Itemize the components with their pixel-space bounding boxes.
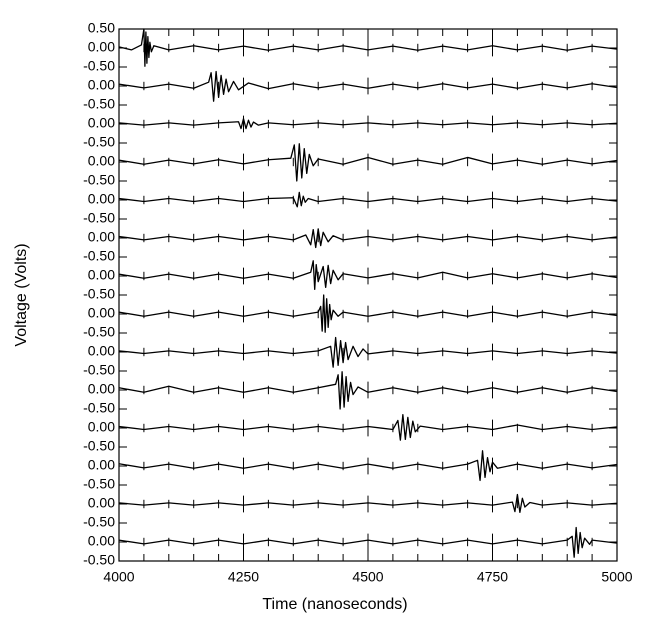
y-tick-label: -0.50 — [83, 438, 115, 454]
y-tick-label: 0.00 — [88, 495, 115, 511]
trace — [118, 228, 618, 249]
trace — [118, 70, 618, 102]
trace — [118, 191, 618, 208]
y-tick-label: 0.00 — [88, 191, 115, 207]
plot-frame — [118, 28, 618, 562]
x-tick-label: 4000 — [103, 569, 134, 585]
y-tick-label: -0.50 — [83, 248, 115, 264]
y-tick-label: 0.00 — [88, 381, 115, 397]
trace — [118, 143, 618, 182]
x-tick-label: 4500 — [352, 569, 383, 585]
y-tick-label: 0.00 — [88, 77, 115, 93]
trace — [118, 118, 618, 130]
y-tick-label: -0.50 — [83, 362, 115, 378]
y-tick-label: 0.50 — [88, 20, 115, 36]
y-tick-label: 0.00 — [88, 305, 115, 321]
y-tick-label: -0.50 — [83, 210, 115, 226]
y-tick-label: 0.00 — [88, 267, 115, 283]
y-tick-label: -0.50 — [83, 514, 115, 530]
y-axis-label: Voltage (Volts) — [13, 243, 30, 346]
trace — [118, 493, 618, 514]
trace — [118, 294, 618, 333]
trace — [118, 336, 618, 368]
x-tick-label: 5000 — [601, 569, 632, 585]
x-axis-label: Time (nanoseconds) — [262, 596, 407, 613]
x-tick-label: 4750 — [477, 569, 508, 585]
trace — [118, 28, 618, 67]
y-tick-label: 0.00 — [88, 533, 115, 549]
x-tick-label: 4250 — [228, 569, 259, 585]
y-tick-label: 0.00 — [88, 39, 115, 55]
y-tick-label: 0.00 — [88, 115, 115, 131]
y-tick-label: -0.50 — [83, 96, 115, 112]
y-tick-label: -0.50 — [83, 476, 115, 492]
y-tick-label: -0.50 — [83, 400, 115, 416]
y-tick-label: 0.00 — [88, 419, 115, 435]
y-tick-label: -0.50 — [83, 286, 115, 302]
y-tick-label: 0.00 — [88, 457, 115, 473]
trace — [118, 371, 618, 410]
y-tick-label: -0.50 — [83, 58, 115, 74]
y-tick-label: 0.00 — [88, 153, 115, 169]
y-tick-label: 0.00 — [88, 229, 115, 245]
y-tick-label: -0.50 — [83, 172, 115, 188]
y-tick-label: -0.50 — [83, 134, 115, 150]
trace — [118, 414, 618, 441]
y-tick-label: 0.00 — [88, 343, 115, 359]
y-tick-label: -0.50 — [83, 324, 115, 340]
trace — [118, 260, 618, 290]
y-tick-label: -0.50 — [83, 552, 115, 568]
trace — [118, 526, 618, 558]
trace — [118, 450, 618, 482]
